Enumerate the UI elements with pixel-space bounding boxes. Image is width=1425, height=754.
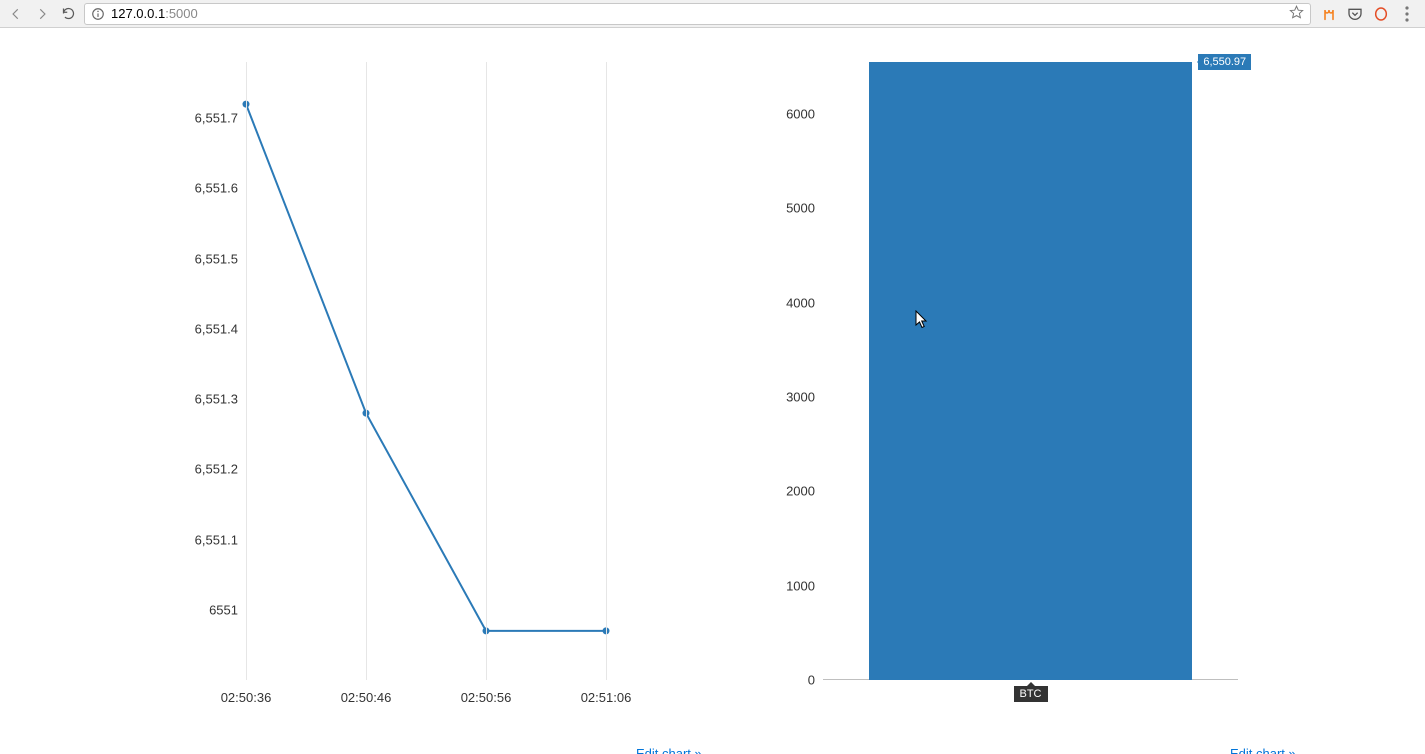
edit-chart-link[interactable]: Edit chart » — [1230, 746, 1296, 754]
y-tick-label: 6000 — [786, 106, 823, 121]
y-tick-label: 2000 — [786, 484, 823, 499]
gridline — [246, 62, 247, 680]
line-series — [246, 62, 606, 680]
url-host: 127.0.0.1 — [111, 6, 165, 21]
browser-toolbar: 127.0.0.1:5000 — [0, 0, 1425, 28]
y-tick-label: 6,551.6 — [195, 181, 246, 196]
nav-back-button[interactable] — [6, 4, 26, 24]
value-flag: 6,550.97 — [1198, 54, 1251, 70]
y-tick-label: 6,551.2 — [195, 462, 246, 477]
line-chart: 02:50:36 02:50:46 02:50:56 02:51:06 6551 6,55… — [0, 30, 712, 730]
x-tick-label: 02:50:56 — [461, 680, 512, 705]
x-category-tooltip: BTC — [1014, 686, 1048, 702]
gridline — [486, 62, 487, 680]
nav-forward-button[interactable] — [32, 4, 52, 24]
y-tick-label: 4000 — [786, 295, 823, 310]
y-tick-label: 6,551.1 — [195, 532, 246, 547]
y-tick-label: 6,551.3 — [195, 392, 246, 407]
y-tick-label: 6,551.7 — [195, 111, 246, 126]
y-tick-label: 3000 — [786, 389, 823, 404]
x-tick-label: 02:50:46 — [341, 680, 392, 705]
site-info-icon[interactable] — [91, 7, 105, 21]
bar[interactable] — [869, 62, 1193, 680]
y-tick-label: 6,551.4 — [195, 321, 246, 336]
url-port: :5000 — [165, 6, 198, 21]
bookmark-star-icon[interactable] — [1289, 5, 1304, 23]
extension-icons — [1317, 6, 1419, 22]
x-tick-label: 02:51:06 — [581, 680, 632, 705]
gridline — [366, 62, 367, 680]
address-bar[interactable]: 127.0.0.1:5000 — [84, 3, 1311, 25]
edit-chart-link[interactable]: Edit chart » — [636, 746, 702, 754]
y-tick-label: 0 — [808, 673, 823, 688]
y-tick-label: 6551 — [209, 602, 246, 617]
gridline — [606, 62, 607, 680]
x-tick-label: 02:50:36 — [221, 680, 272, 705]
line-chart-plot: 02:50:3602:50:4602:50:5602:51:0665516,55… — [245, 62, 606, 680]
page-content: 02:50:36 02:50:46 02:50:56 02:51:06 6551 6,55… — [0, 28, 1425, 754]
nav-reload-button[interactable] — [58, 4, 78, 24]
y-tick-label: 6,551.5 — [195, 251, 246, 266]
url-text: 127.0.0.1:5000 — [111, 6, 198, 21]
pocket-icon[interactable] — [1347, 6, 1363, 22]
bar-chart-plot: 01000200030004000500060006,550.97BTC — [822, 62, 1238, 680]
browser-menu-icon[interactable] — [1399, 6, 1415, 22]
y-tick-label: 1000 — [786, 578, 823, 593]
opera-icon[interactable] — [1373, 6, 1389, 22]
extension-icon[interactable] — [1321, 6, 1337, 22]
y-tick-label: 5000 — [786, 201, 823, 216]
